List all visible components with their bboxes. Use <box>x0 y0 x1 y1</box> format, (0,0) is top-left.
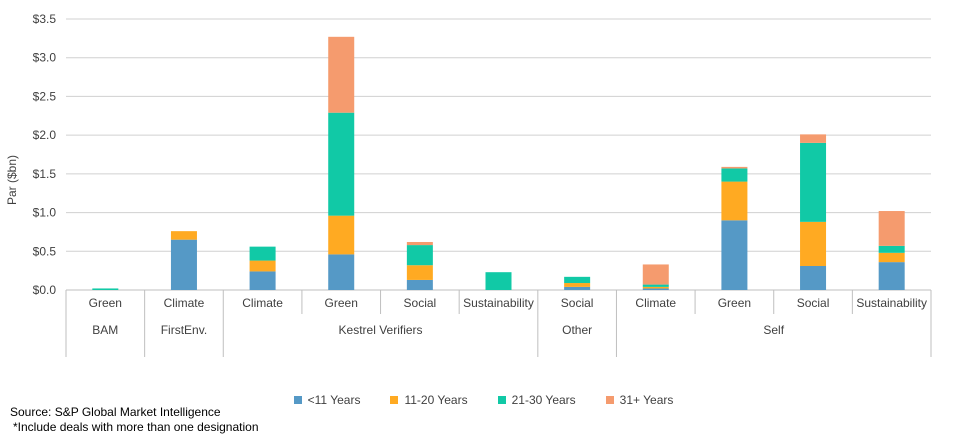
bar-segment <box>800 265 827 290</box>
bar-segment <box>564 283 591 287</box>
y-tick-label: $2.0 <box>33 128 57 142</box>
bar-segment <box>406 279 433 290</box>
legend-swatch <box>605 396 614 404</box>
bar-segment <box>485 272 512 290</box>
legend-label: 21-30 Years <box>511 393 576 407</box>
legend-item: 31+ Years <box>605 393 674 407</box>
category-label: Green <box>89 296 122 310</box>
x-axis: Green Climate Climate Green Social Sustainabi… <box>65 290 932 357</box>
bar-segment <box>878 211 905 246</box>
group-label: FirstEnv. <box>161 323 207 337</box>
category-label: Climate <box>242 296 283 310</box>
legend-label: 11-20 Years <box>404 393 468 407</box>
legend-item: 11-20 Years <box>390 393 468 407</box>
bar-segment <box>642 284 669 287</box>
bar-segment <box>249 246 276 261</box>
bar-segment <box>249 271 276 290</box>
bar-segment <box>328 215 355 255</box>
category-label: Social <box>797 296 830 310</box>
bar-segment <box>800 134 827 143</box>
legend-item: 21-30 Years <box>497 393 576 407</box>
legend-swatch <box>293 396 302 404</box>
category-label: Green <box>325 296 358 310</box>
category-label: Green <box>718 296 751 310</box>
legend-item: <11 Years <box>293 393 361 407</box>
gridlines <box>66 18 931 291</box>
group-label: BAM <box>92 323 118 337</box>
y-tick-label: $3.0 <box>33 51 57 65</box>
legend-label: 31+ Years <box>619 393 674 407</box>
y-tick-label: $2.5 <box>33 89 57 103</box>
legend-swatch <box>390 396 399 404</box>
bar-segment <box>878 245 905 253</box>
category-label: Sustainability <box>463 296 534 310</box>
designation-note: *Include deals with more than one design… <box>13 420 259 434</box>
bar-segment <box>721 168 748 182</box>
y-tick-label: $1.0 <box>33 206 57 220</box>
bar-segment <box>721 181 748 221</box>
bar-segment <box>564 276 591 284</box>
bar-segment <box>642 264 669 285</box>
bar-segment <box>800 142 827 222</box>
category-label: Social <box>404 296 437 310</box>
bar-segment <box>249 260 276 272</box>
category-label: Climate <box>635 296 676 310</box>
y-tick-label: $0.5 <box>33 244 57 258</box>
y-tick-label: $1.5 <box>33 167 57 181</box>
bar-segment <box>328 112 355 216</box>
y-axis-label: Par ($bn) <box>5 155 19 205</box>
bar-segment <box>800 221 827 266</box>
bar-segment <box>406 265 433 280</box>
bar-segment <box>642 286 669 289</box>
bar-segment <box>328 36 355 113</box>
group-label: Kestrel Verifiers <box>339 323 423 337</box>
bar-segment <box>170 231 197 240</box>
bar-segment <box>170 239 197 290</box>
source-note: Source: S&P Global Market Intelligence <box>10 405 221 419</box>
bar-segment <box>92 288 119 290</box>
bar-segment <box>642 288 669 290</box>
category-label: Sustainability <box>856 296 927 310</box>
category-label: Climate <box>164 296 205 310</box>
y-axis-ticks: $0.0 $0.5 $1.0 $1.5 $2.0 $2.5 $3.0 $3.5 <box>33 12 57 297</box>
bar-segment <box>406 245 433 266</box>
bar-segment <box>328 254 355 290</box>
category-label: Social <box>561 296 594 310</box>
bar-segment <box>878 252 905 263</box>
stacked-bar-chart: $0.0 $0.5 $1.0 $1.5 $2.0 $2.5 $3.0 $3.5 Par ($b… <box>5 12 932 357</box>
legend-label: <11 Years <box>307 393 361 407</box>
bars <box>92 36 905 290</box>
group-label: Self <box>763 323 784 337</box>
bar-segment <box>406 241 433 246</box>
bar-segment <box>721 220 748 290</box>
legend-swatch <box>497 396 506 404</box>
bar-segment <box>878 262 905 290</box>
group-label: Other <box>562 323 592 337</box>
bar-segment <box>721 166 748 169</box>
y-tick-label: $3.5 <box>33 12 57 26</box>
bar-segment <box>564 286 591 290</box>
y-tick-label: $0.0 <box>33 283 57 297</box>
legend: <11 Years 11-20 Years 21-30 Years 31+ Years <box>0 393 957 407</box>
